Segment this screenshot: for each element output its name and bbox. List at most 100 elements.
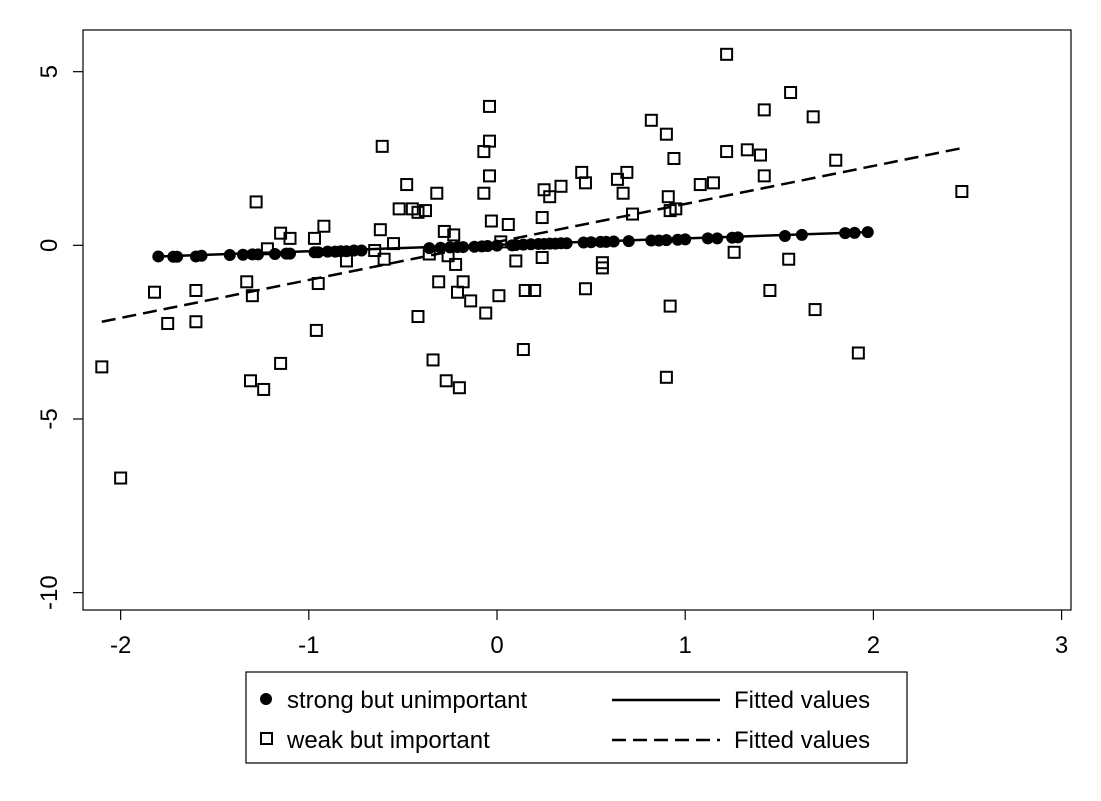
data-point-square	[477, 145, 491, 159]
data-point-square	[432, 275, 446, 289]
data-point-square	[851, 346, 865, 360]
data-point-square	[283, 231, 297, 245]
data-point-square	[720, 47, 734, 61]
data-point-square	[482, 99, 496, 113]
legend-label-series-4: Fitted values	[734, 727, 870, 754]
x-tick-label: 1	[679, 632, 692, 659]
data-point-square	[189, 315, 203, 329]
data-point-square	[661, 190, 675, 204]
data-point-square	[373, 223, 387, 237]
data-point-square	[509, 254, 523, 268]
data-point-square	[430, 186, 444, 200]
data-point-square	[528, 283, 542, 297]
data-point-square	[757, 169, 771, 183]
data-point-square	[274, 356, 288, 370]
data-point-square	[575, 165, 589, 179]
data-point-square	[669, 202, 683, 216]
data-point-square	[659, 127, 673, 141]
x-tick-label: -2	[110, 632, 131, 659]
data-point-square	[426, 353, 440, 367]
data-point-square	[95, 360, 109, 374]
y-tick-label: -10	[36, 575, 63, 610]
data-point-square	[482, 169, 496, 183]
data-point-square	[479, 306, 493, 320]
data-point-square	[309, 323, 323, 337]
data-point-square	[243, 374, 257, 388]
data-point-square	[411, 205, 425, 219]
data-point-square	[257, 382, 271, 396]
x-tick-label: 0	[490, 632, 503, 659]
plot-area	[82, 29, 1072, 611]
data-point-square	[189, 283, 203, 297]
y-tick-label: -5	[36, 408, 63, 429]
x-tick-label: 3	[1055, 632, 1068, 659]
data-point-square	[307, 231, 321, 245]
fitted-line-solid	[158, 230, 868, 258]
y-tick-label: 5	[36, 65, 63, 78]
y-tick-label: 0	[36, 239, 63, 252]
data-point-square	[693, 178, 707, 192]
data-point-square	[419, 204, 433, 218]
data-point-square	[955, 184, 969, 198]
data-point-square	[516, 343, 530, 357]
legend-label-series-3: Fitted values	[734, 687, 870, 714]
x-tick-label: 2	[867, 632, 880, 659]
data-point-square	[148, 285, 162, 299]
data-point-square	[114, 471, 128, 485]
y-axis: 5 0 -5 -10	[36, 65, 83, 610]
data-point-square	[829, 153, 843, 167]
data-point-square	[317, 219, 331, 233]
data-point-square	[727, 245, 741, 259]
data-point-square	[456, 275, 470, 289]
data-point-square	[377, 252, 391, 266]
legend-box	[245, 671, 908, 764]
data-point-square	[578, 282, 592, 296]
legend-marker-filled-circle	[260, 693, 272, 705]
data-point-square	[439, 374, 453, 388]
legend-marker-hollow-square	[260, 732, 273, 745]
data-point-square	[452, 381, 466, 395]
data-point-square	[249, 195, 263, 209]
data-point-square	[626, 207, 640, 221]
data-point-square	[477, 186, 491, 200]
data-point-square	[392, 202, 406, 216]
data-point-square	[554, 179, 568, 193]
data-point-square	[720, 145, 734, 159]
data-point-square	[535, 211, 549, 225]
data-point-square	[447, 228, 461, 242]
data-point-square	[620, 165, 634, 179]
series-layer	[95, 47, 969, 485]
data-point-square	[782, 252, 796, 266]
data-point-square	[757, 103, 771, 117]
data-point-square	[595, 261, 609, 275]
data-point-square	[368, 244, 382, 258]
data-point-square	[740, 143, 754, 157]
data-point-square	[450, 285, 464, 299]
data-point-square	[578, 176, 592, 190]
series-3	[158, 230, 868, 258]
x-tick-label: -1	[298, 632, 319, 659]
data-point-circle	[284, 247, 297, 260]
data-point-square	[753, 148, 767, 162]
data-point-square	[535, 250, 549, 264]
data-point-square	[610, 172, 624, 186]
series-2	[95, 47, 969, 485]
legend-label-series-2: weak but important	[286, 727, 490, 754]
data-point-square	[464, 294, 478, 308]
x-axis: -2 -1 0 1 2 3	[110, 610, 1068, 659]
data-point-square	[663, 299, 677, 313]
data-point-square	[240, 275, 254, 289]
data-point-square	[441, 249, 455, 263]
legend-label-series-1: strong but unimportant	[287, 687, 527, 714]
data-point-square	[449, 257, 463, 271]
data-point-square	[518, 283, 532, 297]
data-point-square	[644, 113, 658, 127]
data-point-square	[400, 178, 414, 192]
data-point-square	[437, 224, 451, 238]
data-point-circle	[312, 246, 325, 259]
data-point-square	[667, 152, 681, 166]
data-point-square	[339, 254, 353, 268]
data-point-square	[260, 242, 274, 256]
data-point-square	[659, 370, 673, 384]
